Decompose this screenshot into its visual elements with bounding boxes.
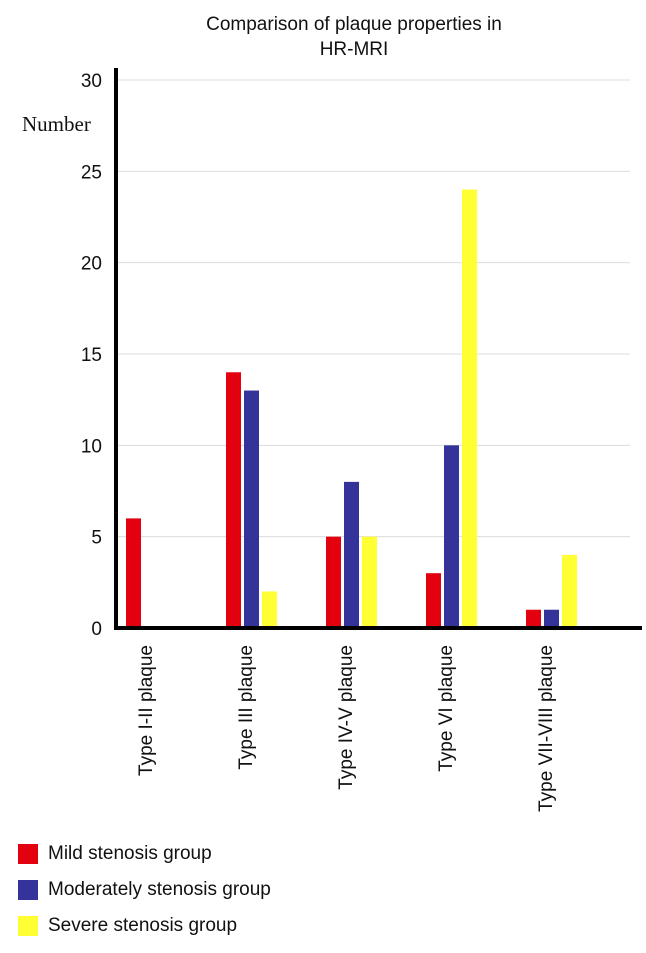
- legend: Mild stenosis group Moderately stenosis g…: [18, 836, 271, 944]
- x-tick-label: Type IV-V plaque: [336, 645, 357, 790]
- y-tick-label: 10: [81, 436, 102, 457]
- bar: [326, 536, 341, 628]
- gridlines: [116, 79, 630, 538]
- legend-item: Mild stenosis group: [18, 836, 271, 872]
- bar: [344, 481, 359, 628]
- legend-label: Severe stenosis group: [48, 915, 238, 936]
- bar: [362, 536, 377, 628]
- y-tick-label: 25: [81, 162, 102, 183]
- bars: [126, 189, 577, 628]
- legend-swatch: [18, 880, 38, 900]
- y-tick-label: 5: [91, 528, 102, 549]
- x-tick-label: Type III plaque: [236, 645, 257, 770]
- legend-swatch: [18, 844, 38, 864]
- y-tick-label: 30: [81, 71, 102, 92]
- bar: [262, 591, 277, 628]
- x-axis-ticks: Type I-II plaque Type III plaque Type IV-V…: [136, 645, 557, 812]
- bar: [244, 390, 259, 628]
- legend-label: Moderately stenosis group: [48, 879, 271, 900]
- y-tick-label: 20: [81, 254, 102, 275]
- bar: [226, 372, 241, 628]
- x-tick-label: Type VII-VIII plaque: [536, 645, 557, 812]
- x-tick-label: Type I-II plaque: [136, 645, 157, 776]
- bar: [462, 189, 477, 628]
- bar: [426, 573, 441, 628]
- legend-item: Moderately stenosis group: [18, 872, 271, 908]
- chart-title-line-2: HR-MRI: [320, 39, 389, 60]
- legend-item: Severe stenosis group: [18, 908, 271, 944]
- bar: [526, 609, 541, 628]
- bar: [562, 554, 577, 628]
- y-tick-label: 15: [81, 345, 102, 366]
- chart-title-line-1: Comparison of plaque properties in: [206, 14, 502, 35]
- bar: [126, 518, 141, 628]
- bar: [444, 445, 459, 628]
- y-axis-label: Number: [22, 112, 91, 136]
- y-tick-label: 0: [91, 619, 102, 640]
- x-tick-label: Type VI plaque: [436, 645, 457, 772]
- legend-swatch: [18, 916, 38, 936]
- y-axis-ticks: 0 5 10 15 20 25 30: [81, 71, 102, 640]
- bar: [544, 609, 559, 628]
- legend-label: Mild stenosis group: [48, 843, 212, 864]
